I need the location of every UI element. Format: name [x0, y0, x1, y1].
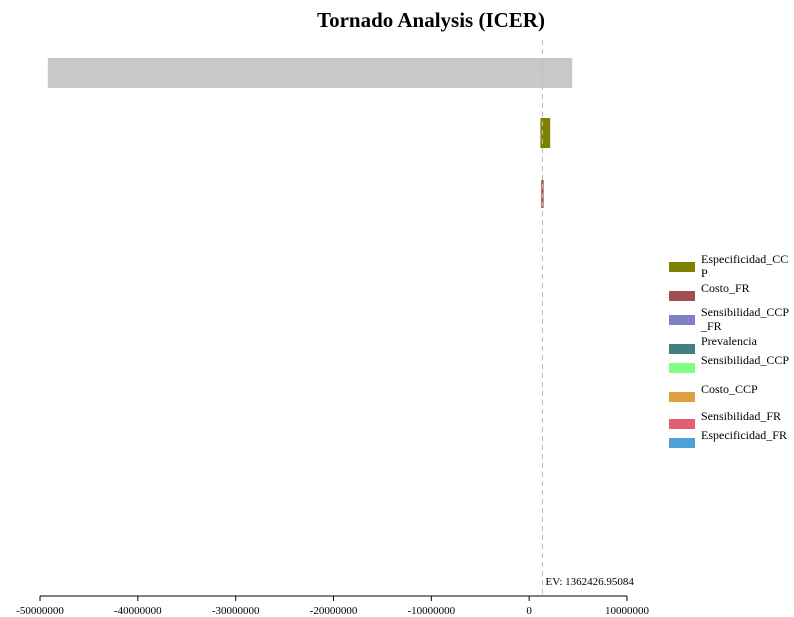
x-tick-label: -30000000 [212, 605, 260, 617]
tornado-bar-1 [47, 58, 573, 88]
tornado-bar-2 [540, 118, 551, 148]
legend-item: Sensibilidad_CCP_FR [669, 305, 794, 334]
legend-item: Especificidad_FR [669, 428, 794, 456]
chart-title: Tornado Analysis (ICER) [317, 8, 545, 32]
legend-swatch [669, 262, 695, 272]
legend-label: Sensibilidad_CCP_FR [701, 305, 790, 333]
legend-label: Sensibilidad_CCP [701, 353, 790, 367]
legend-swatch [669, 315, 695, 325]
legend-swatch [669, 438, 695, 448]
legend-item: Prevalencia [669, 334, 794, 354]
legend-item: Costo_FR [669, 281, 794, 305]
x-tick-label: -40000000 [114, 605, 162, 617]
legend-item: Sensibilidad_CCP [669, 353, 794, 382]
legend-label: Costo_FR [701, 281, 750, 295]
legend-swatch [669, 363, 695, 373]
legend-swatch [669, 392, 695, 402]
legend-label: Especificidad_FR [701, 428, 787, 442]
legend-label: Sensibilidad_FR [701, 409, 782, 423]
x-tick-label: -50000000 [16, 605, 64, 617]
legend-label: Costo_CCP [701, 382, 758, 396]
legend-swatch [669, 291, 695, 301]
legend-item: Costo_CCP [669, 382, 794, 409]
legend-label: Prevalencia [701, 334, 757, 348]
x-tick-label: -20000000 [310, 605, 358, 617]
expected-value-label: EV: 1362426.95084 [545, 576, 634, 588]
legend-item: Sensibilidad_FR [669, 409, 794, 429]
legend-swatch [669, 344, 695, 354]
legend-item: Especificidad_CCP [669, 252, 794, 281]
x-tick-label: 10000000 [605, 605, 650, 617]
x-tick-label: 0 [526, 605, 532, 617]
legend-swatch [669, 419, 695, 429]
x-tick-label: -10000000 [407, 605, 455, 617]
legend-label: Especificidad_CCP [701, 252, 789, 280]
